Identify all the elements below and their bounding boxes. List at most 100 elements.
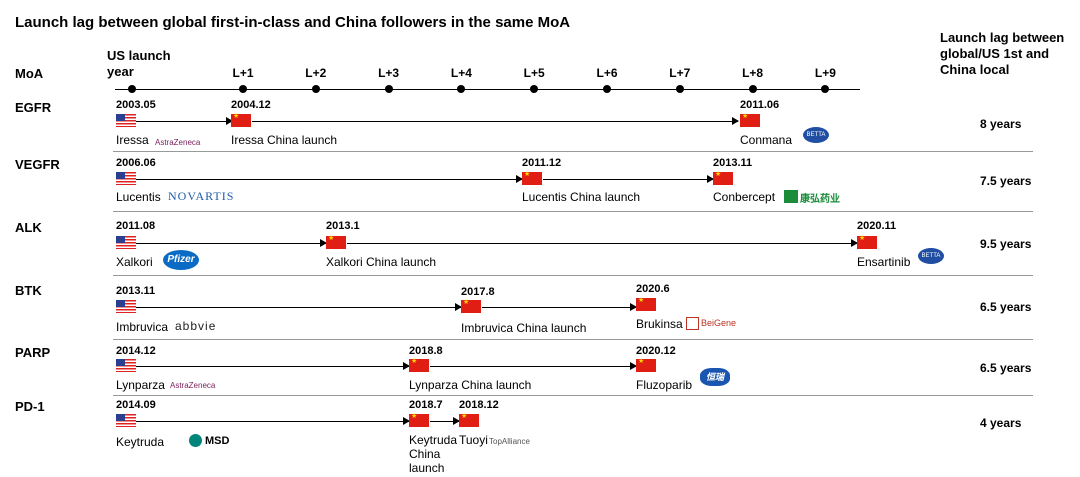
arrow xyxy=(136,303,462,311)
row-separator xyxy=(113,151,1033,152)
cn-label-line2: China xyxy=(409,447,441,461)
timeline-tick-label: L+8 xyxy=(742,66,764,80)
abbvie-logo: abbvie xyxy=(175,319,217,333)
arrow xyxy=(136,362,410,370)
us-launch-header-line2: year xyxy=(107,64,134,79)
arrow xyxy=(136,239,327,247)
us-drug: Lynparza xyxy=(116,378,165,392)
cn-label: Lynparza China launch xyxy=(409,378,532,392)
lag-value: 8 years xyxy=(980,117,1022,131)
arrow xyxy=(430,362,637,370)
cn-date: 2011.12 xyxy=(522,157,562,169)
local-date: 2020.11 xyxy=(857,220,897,232)
timeline-tick-label: L+1 xyxy=(232,66,254,80)
msd-logo: MSD xyxy=(205,435,230,447)
betta-logo: BETTA xyxy=(918,248,944,264)
moa-btk: BTK xyxy=(15,283,42,298)
kanghong-icon xyxy=(784,190,798,203)
us-drug: Imbruvica xyxy=(116,320,169,334)
us-flag-icon xyxy=(116,114,136,127)
us-date: 2003.05 xyxy=(116,99,156,111)
us-drug: Lucentis xyxy=(116,190,161,204)
us-launch-header-line1: US launch xyxy=(107,48,171,63)
msd-icon xyxy=(189,434,202,447)
novartis-logo: NOVARTIS xyxy=(168,189,235,203)
moa-vegfr: VEGFR xyxy=(15,157,60,172)
cn-date: 2018.8 xyxy=(409,345,443,357)
cn-date: 2017.8 xyxy=(461,286,495,298)
arrow xyxy=(482,303,637,311)
local-drug: Brukinsa xyxy=(636,317,683,331)
china-flag-icon xyxy=(231,112,251,127)
us-flag-icon xyxy=(116,300,136,313)
us-drug: Xalkori xyxy=(116,255,153,269)
timeline-tick-dot xyxy=(384,85,393,93)
moa-header: MoA xyxy=(15,66,44,81)
launch-lag-header: Launch lag between global/US 1st and Chi… xyxy=(940,30,1065,77)
astrazeneca-logo: AstraZeneca xyxy=(155,138,201,147)
timeline-tick-dot xyxy=(311,85,320,93)
timeline-tick-label: L+3 xyxy=(378,66,400,80)
timeline-tick-label: L+4 xyxy=(450,66,472,80)
timeline-tick-dot xyxy=(603,85,611,93)
cn-label: Imbruvica China launch xyxy=(461,321,587,335)
arrow xyxy=(136,417,410,425)
china-flag-icon xyxy=(636,296,656,311)
timeline-tick-dot xyxy=(457,85,466,93)
betta-logo: BETTA xyxy=(803,127,829,143)
timeline-tick-dot xyxy=(748,85,757,93)
cn-label-line1: Keytruda xyxy=(409,433,458,447)
pfizer-logo: Pfizer xyxy=(163,250,199,270)
timeline-tick-label: L+6 xyxy=(596,66,618,80)
arrow xyxy=(347,239,858,247)
china-flag-icon xyxy=(740,112,760,127)
cn-label: Iressa China launch xyxy=(231,133,338,147)
hengrui-logo: 恒瑞 xyxy=(700,368,730,386)
topalliance-logo: TopAlliance xyxy=(489,437,530,446)
cn-label: Xalkori China launch xyxy=(326,255,437,269)
timeline-origin-dot xyxy=(128,85,136,93)
timeline-tick-dot xyxy=(821,85,830,93)
china-flag-icon xyxy=(409,412,429,427)
timeline-tick-label: L+5 xyxy=(523,66,545,80)
china-flag-icon xyxy=(461,298,481,313)
moa-pd1: PD-1 xyxy=(15,399,45,414)
page-title: Launch lag between global first-in-class… xyxy=(15,14,571,31)
kanghong-logo: 康弘药业 xyxy=(800,194,840,205)
us-drug: Iressa xyxy=(116,133,149,147)
us-drug: Keytruda xyxy=(116,435,165,449)
local-date: 2011.06 xyxy=(740,99,780,111)
row-separator xyxy=(113,395,1033,396)
china-flag-icon xyxy=(857,234,877,249)
arrow xyxy=(430,417,460,425)
china-flag-icon xyxy=(326,234,346,249)
moa-parp: PARP xyxy=(15,345,51,360)
local-drug: Fluzoparib xyxy=(636,378,693,392)
lag-value: 9.5 years xyxy=(980,237,1032,251)
cn-label: Lucentis China launch xyxy=(522,190,641,204)
arrow xyxy=(136,117,233,125)
cn-date: 2018.7 xyxy=(409,399,443,411)
cn-label-line3: launch xyxy=(409,461,445,475)
local-date: 2018.12 xyxy=(459,399,499,411)
us-date: 2014.09 xyxy=(116,399,156,411)
timeline-tick-dot xyxy=(675,85,684,93)
timeline-tick-dot xyxy=(239,85,247,93)
us-flag-icon xyxy=(116,172,136,185)
cn-date: 2013.1 xyxy=(326,220,360,232)
local-drug: Tuoyi xyxy=(459,433,488,447)
astrazeneca-logo: AstraZeneca xyxy=(170,381,216,390)
lag-value: 4 years xyxy=(980,416,1022,430)
local-drug: Conmana xyxy=(740,133,793,147)
us-date: 2014.12 xyxy=(116,345,156,357)
us-flag-icon xyxy=(116,359,136,372)
timeline-tick-label: L+7 xyxy=(669,66,691,80)
arrow xyxy=(543,175,714,183)
row-separator xyxy=(113,339,1033,340)
local-date: 2020.6 xyxy=(636,283,670,295)
us-date: 2006.06 xyxy=(116,157,156,169)
us-flag-icon xyxy=(116,414,136,427)
timeline-axis xyxy=(115,88,860,90)
cn-date: 2004.12 xyxy=(231,99,271,111)
beigene-icon xyxy=(686,317,699,330)
